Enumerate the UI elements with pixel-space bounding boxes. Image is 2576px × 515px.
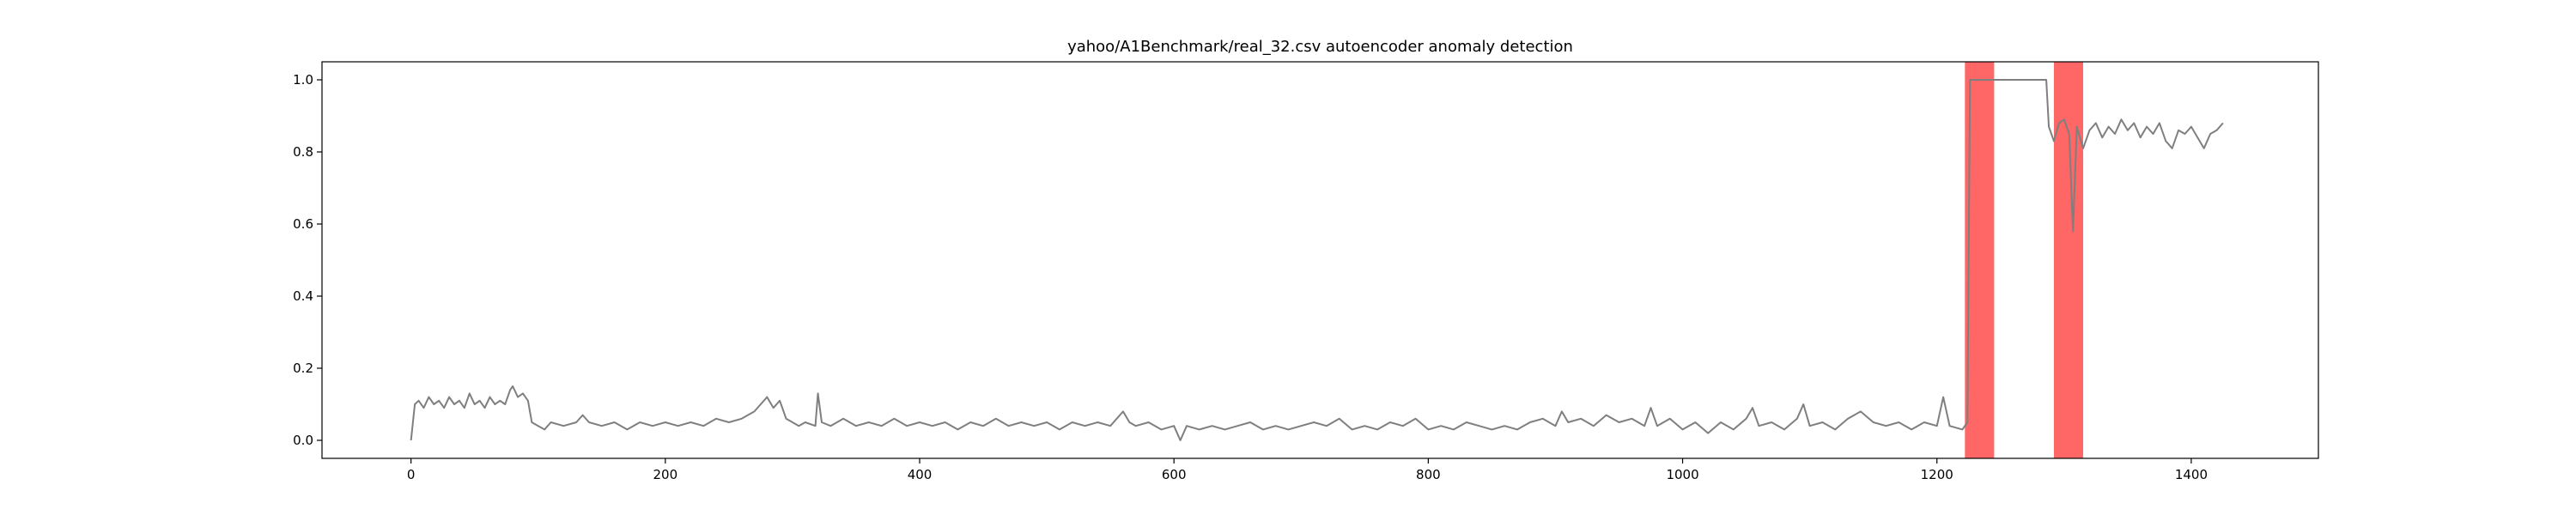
- x-tick-label-1200: 1200: [1921, 467, 1953, 482]
- y-axis: 0.0 0.2 0.4 0.6 0.8 1.0: [293, 72, 322, 448]
- anomaly-regions: [1965, 62, 2084, 458]
- y-tick-label-0.2: 0.2: [293, 360, 313, 376]
- x-tick-label-1400: 1400: [2175, 467, 2208, 482]
- y-tick-label-0.6: 0.6: [293, 216, 313, 232]
- x-tick-label-200: 200: [653, 467, 678, 482]
- y-tick-label-0.4: 0.4: [293, 288, 313, 304]
- series-line-0: [410, 79, 2224, 441]
- y-tick-label-0.8: 0.8: [293, 144, 313, 160]
- x-tick-label-1000: 1000: [1666, 467, 1698, 482]
- x-axis: 0 200 400 600 800 1000 1200 1400: [407, 458, 2208, 482]
- x-tick-label-600: 600: [1162, 467, 1187, 482]
- y-tick-label-1: 1.0: [293, 72, 313, 88]
- anomaly-region-1: [2053, 62, 2084, 458]
- series-layer: [410, 79, 2224, 441]
- x-tick-label-400: 400: [908, 467, 933, 482]
- y-tick-label-0: 0.0: [293, 433, 313, 448]
- plot-frame: [321, 61, 2319, 459]
- x-tick-label-800: 800: [1416, 467, 1441, 482]
- chart-title: yahoo/A1Benchmark/real_32.csv autoencode…: [1067, 38, 1573, 56]
- x-tick-label-0: 0: [407, 467, 416, 482]
